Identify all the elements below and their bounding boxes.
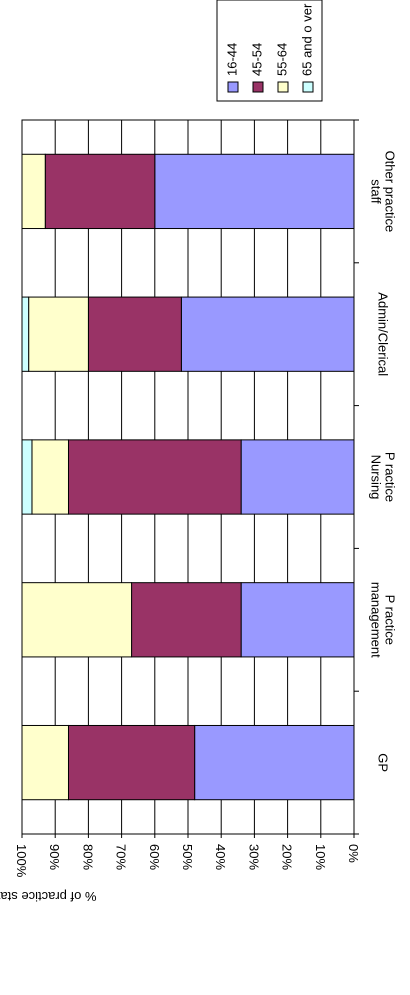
y-tick-label: 90% [47, 844, 62, 870]
bar-segment-1-3 [87, 296, 182, 372]
bar-segment-3-2 [21, 439, 33, 515]
bar-segment-1-2 [67, 439, 242, 515]
category-label: P ractice [383, 452, 398, 502]
legend-swatch [252, 81, 264, 93]
bar-segment-1-0 [67, 724, 196, 801]
bar-segment-1-1 [131, 582, 242, 658]
axes [21, 119, 359, 838]
bar-segment-0-0 [194, 724, 355, 801]
legend-label: 65 and o ver [299, 3, 314, 76]
y-tick-label: 50% [180, 844, 195, 870]
bar-segment-0-4 [154, 153, 355, 230]
category-label: staff [369, 179, 384, 204]
y-tick-label: 0% [346, 844, 361, 863]
bar-segment-2-4 [21, 153, 46, 230]
legend-swatch [227, 81, 239, 93]
category-label: Admin/Clerical [376, 292, 391, 376]
y-tick-label: 30% [246, 844, 261, 870]
bar-segment-0-1 [240, 582, 355, 658]
bar-segment-2-0 [21, 724, 69, 801]
y-tick-label: 40% [213, 844, 228, 870]
bar-segment-0-3 [180, 296, 355, 372]
bar-segment-0-2 [240, 439, 355, 515]
legend-label: 45-54 [249, 43, 264, 76]
bar-segment-2-3 [28, 296, 89, 372]
y-axis-label: % of practice staff [0, 889, 97, 904]
y-tick-label: 60% [147, 844, 162, 870]
legend-label: 16-44 [224, 43, 239, 76]
legend-swatch [277, 81, 289, 93]
y-tick-label: 10% [313, 844, 328, 870]
category-label: GP [376, 753, 391, 772]
bar-segment-1-4 [44, 153, 156, 230]
bar-segment-2-1 [21, 582, 133, 658]
y-tick-label: 70% [114, 844, 129, 870]
category-label: Other practice [383, 151, 398, 233]
y-tick-labels: 0% 10% 20% 30% 40% 50% 60% 70% 80% 90% 100% [14, 844, 361, 878]
category-label: P ractice [383, 595, 398, 645]
bar-segment-3-3 [21, 296, 30, 372]
category-label: management [369, 582, 384, 658]
category-label: Nursing [369, 455, 384, 500]
legend-label: 55-64 [274, 43, 289, 76]
y-tick-label: 20% [280, 844, 295, 870]
y-tick-label: 80% [80, 844, 95, 870]
legend-swatch [302, 81, 314, 93]
bar-segment-2-2 [31, 439, 69, 515]
y-tick-label: 100% [14, 844, 29, 878]
legend: 65 and o ver 55-64 45-54 16-44 [216, 0, 323, 102]
bars [21, 153, 355, 801]
